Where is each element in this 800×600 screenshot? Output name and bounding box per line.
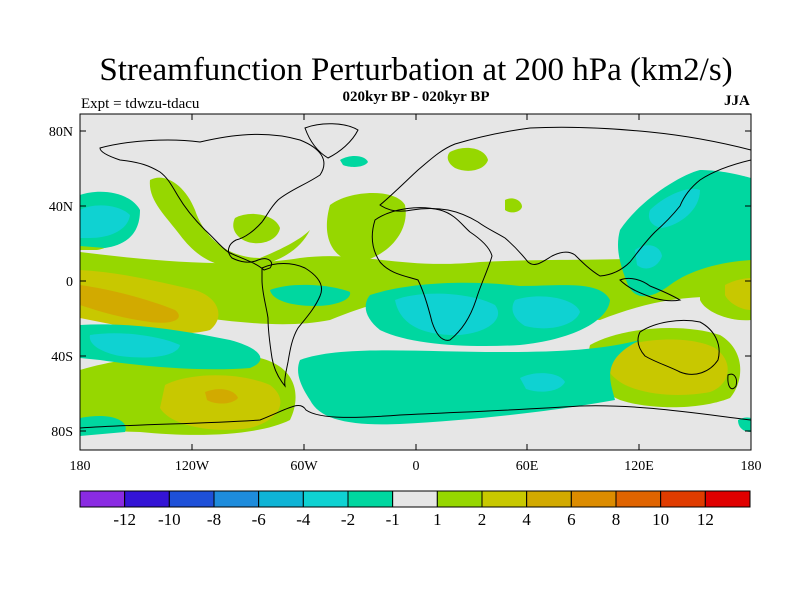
contour-region xyxy=(520,373,565,392)
contour-region xyxy=(606,339,728,395)
colorbar-swatch xyxy=(526,490,572,508)
colorbar-swatch xyxy=(392,490,438,508)
colorbar-swatch xyxy=(213,490,260,508)
coastline-north-america xyxy=(99,133,325,271)
lon-tick-label: 180 xyxy=(741,459,762,474)
coastline-south-america xyxy=(261,263,323,388)
lat-ticks xyxy=(80,130,751,432)
colorbar-label: 1 xyxy=(433,510,442,529)
colorbar-swatch xyxy=(704,490,751,508)
lon-tick-label: 120E xyxy=(624,459,654,474)
contour-region xyxy=(326,192,406,262)
lon-tick-label: 0 xyxy=(413,459,420,474)
colorbar-swatch xyxy=(79,490,126,508)
map-plot: 80N 40N 0 40S 80S 180 120W 60W 0 60E 120… xyxy=(49,113,762,474)
colorbar-label: 8 xyxy=(612,510,621,529)
colorbar-label: -6 xyxy=(252,510,266,529)
lon-ticks xyxy=(191,114,640,450)
colorbar-label: 4 xyxy=(522,510,531,529)
season-label: JJA xyxy=(724,93,750,109)
colorbar-swatch xyxy=(615,490,662,508)
colorbar-swatches xyxy=(79,490,751,508)
contour-region xyxy=(233,213,280,244)
colorbar-label: -2 xyxy=(341,510,355,529)
contour-region xyxy=(340,156,368,167)
colorbar-labels: -12 -10 -8 -6 -4 -2 -1 1 2 4 6 8 10 12 xyxy=(113,510,714,529)
contour-region xyxy=(635,245,662,269)
coastline-indonesia xyxy=(619,277,682,302)
lat-tick-label: 80N xyxy=(49,125,73,140)
contour-region xyxy=(725,278,751,310)
experiment-label: Expt = tdwzu-tdacu xyxy=(81,96,200,112)
contour-region xyxy=(505,198,522,213)
coastlines xyxy=(80,123,751,429)
lon-tick-label: 60E xyxy=(516,459,539,474)
contour-region xyxy=(149,177,310,269)
colorbar-label: -12 xyxy=(113,510,136,529)
coastline-eurasia xyxy=(379,126,751,277)
lat-tick-label: 0 xyxy=(66,275,73,290)
coastline-australia xyxy=(637,319,720,375)
lat-tick-label: 40S xyxy=(51,350,73,365)
colorbar: -12 -10 -8 -6 -4 -2 -1 1 2 4 6 8 10 12 xyxy=(79,490,751,529)
colorbar-swatch xyxy=(660,490,706,508)
colorbar-label: 2 xyxy=(478,510,487,529)
contour-region xyxy=(80,415,126,436)
colorbar-label: 12 xyxy=(697,510,714,529)
field-contours xyxy=(80,147,751,436)
contour-region xyxy=(80,285,179,323)
coastline-greenland xyxy=(304,123,359,159)
colorbar-swatch xyxy=(436,490,483,508)
colorbar-label: -10 xyxy=(158,510,181,529)
contour-region xyxy=(270,284,351,306)
colorbar-swatch xyxy=(302,490,349,508)
contour-region xyxy=(648,188,700,228)
colorbar-label: -4 xyxy=(296,510,311,529)
colorbar-swatch xyxy=(168,490,215,508)
lon-tick-label: 60W xyxy=(290,459,318,474)
plot-title: Streamfunction Perturbation at 200 hPa (… xyxy=(99,52,733,88)
colorbar-label: 6 xyxy=(567,510,576,529)
colorbar-label: -8 xyxy=(207,510,221,529)
coastline-africa xyxy=(371,207,493,341)
contour-region xyxy=(80,205,130,238)
colorbar-label: 10 xyxy=(652,510,669,529)
contour-region xyxy=(205,389,238,404)
colorbar-swatch xyxy=(570,490,617,508)
lon-tick-label: 120W xyxy=(175,459,210,474)
contour-region xyxy=(89,333,180,358)
lat-tick-label: 80S xyxy=(51,425,73,440)
coastline-new-zealand xyxy=(727,373,737,390)
contour-region xyxy=(298,340,640,425)
lat-tick-label: 40N xyxy=(49,200,73,215)
colorbar-swatch xyxy=(124,490,170,508)
colorbar-label: -1 xyxy=(386,510,400,529)
colorbar-swatch xyxy=(481,490,528,508)
coastline-antarctica xyxy=(80,405,751,429)
contour-region xyxy=(738,417,751,432)
plot-subtitle: 020kyr BP - 020kyr BP xyxy=(342,89,490,105)
colorbar-swatch xyxy=(347,490,394,508)
colorbar-swatch xyxy=(258,490,304,508)
contour-region xyxy=(395,293,499,336)
contour-region xyxy=(512,296,580,329)
lon-tick-label: 180 xyxy=(70,459,91,474)
contour-region xyxy=(447,147,488,171)
